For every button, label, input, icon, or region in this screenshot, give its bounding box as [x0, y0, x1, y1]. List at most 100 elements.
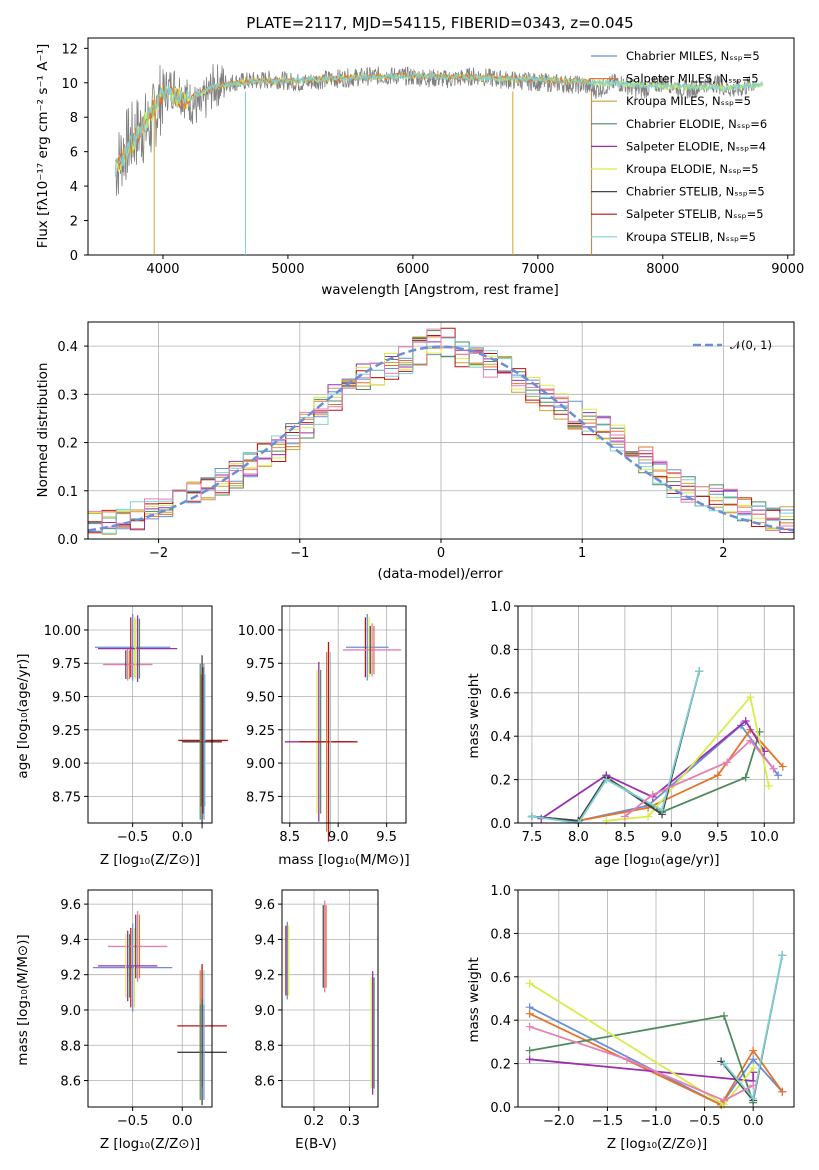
weight-marker: [741, 773, 750, 782]
panel-age-vs-mass: 8.5 9.0 9.5 8.75 9.00 9.25 9.50 9.75 10.00: [238, 605, 407, 845]
ytick-label: 9.4: [60, 933, 81, 948]
panel-age-vs-z: −0.5 0.0 8.75 9.00 9.25 9.50 9.75 10.00: [44, 605, 228, 845]
ytick-label: 9.0: [254, 1004, 275, 1019]
spectrum-title: PLATE=2117, MJD=54115, FIBERID=0343, z=0…: [246, 14, 633, 32]
residuals-panel: −2 −1 0 1 2 0.0 0.1 0.2 0.3 0.4 (data-model)/err…: [35, 321, 795, 582]
ytick-label: 9.2: [60, 969, 81, 984]
ytick-label: 10.00: [238, 624, 275, 639]
xtick-label: 10.0: [750, 830, 779, 845]
weight-marker: [749, 1055, 758, 1064]
weight-marker: [525, 1046, 534, 1055]
residuals-ytick-label: 0.3: [57, 388, 78, 403]
weight-marker: [723, 758, 732, 767]
mass-z-xlabel: Z [log₁₀(Z/Z⊙)]: [100, 1136, 200, 1152]
xtick-label: −0.5: [117, 830, 149, 845]
panel-frame: [517, 605, 795, 824]
xtick-label: 9.5: [707, 830, 728, 845]
ytick-label: 1.0: [490, 884, 511, 899]
weight-marker: [778, 762, 787, 771]
weight-marker: [746, 736, 755, 745]
weight-line: [531, 670, 701, 824]
ytick-label: 10.00: [44, 624, 81, 639]
spectrum-ytick-label: 8: [70, 111, 78, 126]
spectrum-ytick-label: 6: [70, 146, 78, 161]
residuals-xlabel: (data-model)/error: [377, 566, 503, 582]
spectrum-ylabel: Flux [fλ10⁻¹⁷ erg cm⁻² s⁻¹ A⁻¹]: [35, 44, 51, 249]
xtick-label: 0.3: [339, 1114, 360, 1129]
normal-legend-label: 𝒩(0, 1): [730, 338, 772, 352]
xtick-label: 0.0: [743, 1114, 764, 1129]
ytick-label: 9.50: [52, 691, 81, 706]
ytick-label: 9.25: [246, 724, 275, 739]
ytick-label: 9.4: [254, 933, 275, 948]
panel-weight-vs-age: 7.5 8.0 8.5 9.0 9.5 10.0 0.0 0.2 0.4 0.6 0.8 1.0: [490, 600, 795, 845]
spectrum-xtick-label: 8000: [646, 262, 679, 277]
ytick-label: 9.6: [254, 898, 275, 913]
spectrum-legend-label: Chabrier ELODIE, Nₛₛₚ=6: [626, 117, 767, 131]
residuals-histograms: [88, 327, 794, 535]
panel-grid: [282, 606, 406, 823]
residuals-histogram: [88, 328, 794, 531]
residuals-ytick-label: 0.1: [57, 485, 78, 500]
ytick-label: 8.6: [60, 1075, 81, 1090]
weight-marker: [769, 764, 778, 773]
weight-marker: [778, 1087, 787, 1096]
spectrum-ytick-label: 12: [61, 42, 78, 57]
weight-marker: [746, 693, 755, 702]
spectrum-ytick-label: 4: [70, 180, 78, 195]
panel-frame: [87, 605, 213, 824]
ytick-label: 1.0: [490, 600, 511, 615]
spectrum-legend-label: Salpeter STELIB, Nₛₛₚ=5: [626, 207, 764, 221]
xtick-label: 7.5: [522, 830, 543, 845]
weight-marker: [749, 1046, 758, 1055]
weight-marker: [622, 1055, 631, 1064]
spectrum-legend-label: Chabrier MILES, Nₛₛₚ=5: [626, 49, 760, 63]
ytick-label: 0.6: [490, 687, 511, 702]
ytick-label: 8.75: [246, 790, 275, 805]
ytick-label: 8.8: [254, 1039, 275, 1054]
xtick-label: 8.5: [279, 830, 300, 845]
panel-weight-vs-z: −2.0 −1.5 −1.0 −0.5 0.0 0.0 0.2 0.4 0.6 0.8 1.0: [490, 884, 795, 1129]
panel-mass-vs-z: −0.5 0.0 8.6 8.8 9.0 9.2 9.4 9.6: [60, 889, 227, 1129]
xtick-label: −1.0: [640, 1114, 672, 1129]
spectrum-ytick-label: 0: [70, 249, 78, 264]
spectrum-y-ticks: 0 2 4 6 8 10 12: [61, 42, 88, 264]
weight-marker: [764, 782, 773, 791]
ytick-label: 0.2: [490, 774, 511, 789]
ytick-label: 9.75: [246, 657, 275, 672]
residuals-ytick-label: 0.4: [57, 340, 78, 355]
ytick-label: 9.75: [52, 657, 81, 672]
xtick-label: 9.0: [661, 830, 682, 845]
residuals-x-ticks: −2 −1 0 1 2: [149, 539, 728, 561]
ytick-label: 9.25: [52, 724, 81, 739]
spectrum-ytick-label: 2: [70, 215, 78, 230]
weight-marker: [778, 951, 787, 960]
ytick-label: 9.00: [246, 757, 275, 772]
weight-line: [531, 670, 701, 822]
spectrum-model-line: [115, 71, 763, 177]
residuals-xtick-label: 0: [437, 546, 445, 561]
age-z-ylabel: age [log₁₀(age/yr)]: [15, 653, 31, 778]
spectrum-data-line: [115, 64, 757, 196]
normal-curve: [87, 345, 795, 532]
xtick-label: −1.5: [592, 1114, 624, 1129]
spectrum-xtick-label: 9000: [771, 262, 804, 277]
spectrum-xtick-label: 5000: [271, 262, 304, 277]
spectrum-xtick-label: 6000: [396, 262, 429, 277]
weight-marker: [749, 1094, 758, 1103]
spectrum-lines: [115, 64, 763, 255]
weight-line: [529, 1025, 754, 1102]
weight-marker: [658, 805, 667, 814]
weight-marker: [527, 812, 536, 821]
spectrum-legend-label: Salpeter MILES, Nₛₛₚ=5: [626, 72, 759, 86]
weight-line: [606, 695, 770, 822]
residuals-xtick-label: −1: [290, 546, 309, 561]
xtick-label: 0.0: [172, 1114, 193, 1129]
xtick-label: −0.5: [689, 1114, 721, 1129]
residuals-ylabel: Normed distribution: [35, 363, 51, 498]
spectrum-legend-label: Kroupa STELIB, Nₛₛₚ=5: [626, 230, 756, 244]
spectrum-x-ticks: 4000 5000 6000 7000 8000 9000: [146, 255, 804, 277]
age-z-xlabel: Z [log₁₀(Z/Z⊙)]: [100, 852, 200, 868]
weight-marker: [774, 771, 783, 780]
